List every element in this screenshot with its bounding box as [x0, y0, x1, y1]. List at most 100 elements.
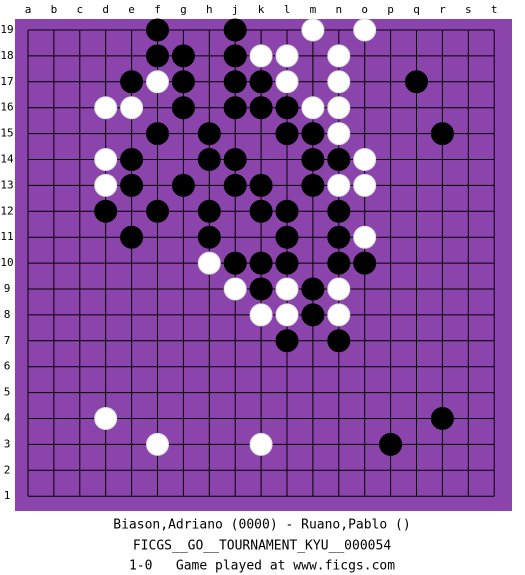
black-stone — [120, 173, 144, 197]
black-stone — [223, 70, 247, 94]
black-stone — [275, 199, 299, 223]
row-label: 17 — [0, 75, 13, 88]
black-stone — [120, 148, 144, 171]
column-label: n — [335, 3, 342, 16]
black-stone — [249, 173, 273, 197]
black-stone — [223, 251, 247, 275]
black-stone — [379, 432, 403, 456]
column-label: k — [258, 3, 265, 16]
white-stone — [94, 407, 118, 430]
black-stone — [430, 407, 454, 430]
black-stone — [249, 277, 273, 301]
row-label: 6 — [4, 360, 11, 373]
column-label: d — [102, 3, 109, 16]
column-label: e — [128, 3, 135, 16]
black-stone — [249, 199, 273, 223]
black-stone — [275, 225, 299, 249]
column-label: s — [465, 3, 472, 16]
black-stone — [197, 148, 221, 171]
column-label: b — [51, 3, 58, 16]
event: FICGS__GO__TOURNAMENT_KYU__000054 — [133, 539, 391, 554]
column-label: p — [387, 3, 394, 16]
black-stone — [430, 122, 454, 146]
row-label: 13 — [0, 178, 13, 191]
white-stone — [301, 18, 325, 42]
stones — [94, 18, 454, 456]
row-label: 10 — [0, 256, 13, 269]
row-label: 19 — [0, 23, 13, 36]
row-label: 4 — [4, 412, 11, 425]
row-label: 18 — [0, 49, 13, 62]
row-label: 15 — [0, 127, 13, 140]
black-stone — [94, 199, 118, 223]
column-label: q — [413, 3, 420, 16]
black-stone — [275, 329, 299, 353]
white-stone — [146, 432, 169, 456]
black-stone — [120, 70, 144, 94]
column-label: l — [284, 3, 291, 16]
black-stone — [301, 277, 325, 301]
black-stone — [146, 199, 169, 223]
black-stone — [275, 251, 299, 275]
column-label: t — [491, 3, 498, 16]
white-stone — [327, 70, 351, 94]
white-stone — [353, 225, 377, 249]
black-stone — [301, 122, 325, 146]
black-stone — [249, 251, 273, 275]
black-stone — [249, 96, 273, 120]
black-stone — [353, 251, 377, 275]
column-label: r — [439, 3, 446, 16]
white-stone — [353, 148, 377, 171]
row-label: 8 — [4, 308, 11, 321]
black-stone — [171, 96, 195, 120]
coordinate-labels: a b c d e f g h j k l m n o p q r s t191817161514131211109… — [0, 3, 497, 502]
black-stone — [275, 122, 299, 146]
column-label: c — [76, 3, 83, 16]
black-stone — [197, 122, 221, 146]
white-stone — [327, 96, 351, 120]
white-stone — [249, 432, 273, 456]
row-label: 7 — [4, 334, 11, 347]
white-stone — [223, 277, 247, 301]
row-label: 12 — [0, 204, 13, 217]
column-label: m — [310, 3, 317, 16]
white-stone — [249, 44, 273, 68]
white-stone — [353, 18, 377, 42]
black-stone — [223, 18, 247, 42]
black-stone — [120, 225, 144, 249]
white-stone — [327, 122, 351, 146]
black-stone — [171, 70, 195, 94]
black-stone — [197, 225, 221, 249]
black-stone — [275, 96, 299, 120]
white-stone — [353, 173, 377, 197]
row-label: 2 — [4, 463, 11, 476]
black-stone — [249, 70, 273, 94]
black-stone — [197, 199, 221, 223]
black-stone — [327, 251, 351, 275]
white-stone — [146, 70, 169, 94]
white-stone — [327, 44, 351, 68]
column-label: f — [154, 3, 161, 16]
black-stone — [327, 148, 351, 171]
black-stone — [171, 173, 195, 197]
row-label: 14 — [0, 153, 14, 166]
white-stone — [275, 44, 299, 68]
black-stone — [405, 70, 428, 94]
black-stone — [327, 225, 351, 249]
row-label: 3 — [4, 437, 11, 450]
black-stone — [301, 303, 325, 327]
white-stone — [94, 96, 118, 120]
column-label: j — [232, 3, 239, 16]
column-label: g — [180, 3, 187, 16]
white-stone — [275, 70, 299, 94]
white-stone — [197, 251, 221, 275]
white-stone — [327, 277, 351, 301]
row-label: 11 — [0, 230, 13, 243]
white-stone — [301, 96, 325, 120]
black-stone — [301, 148, 325, 171]
black-stone — [223, 96, 247, 120]
white-stone — [327, 303, 351, 327]
black-stone — [223, 148, 247, 171]
